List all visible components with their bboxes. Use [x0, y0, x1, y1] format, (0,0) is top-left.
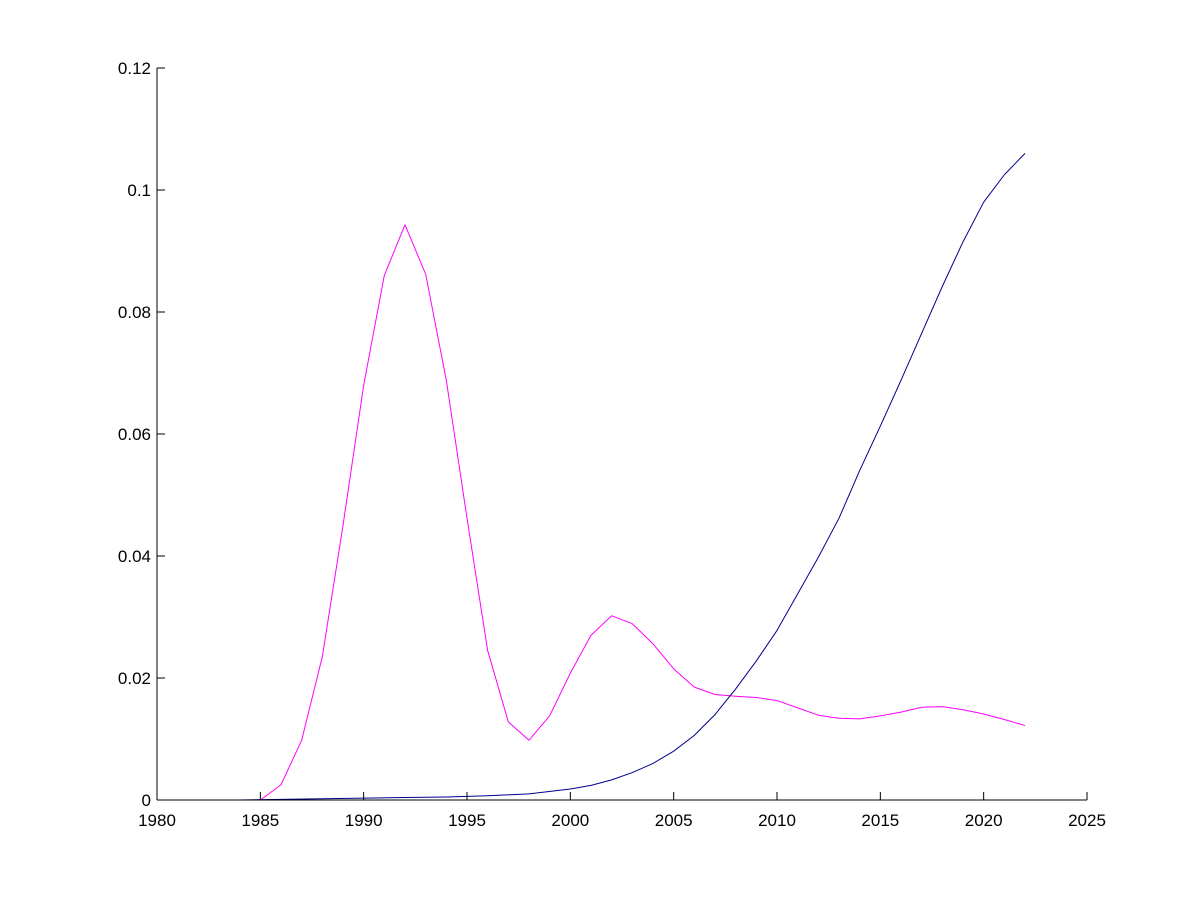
series-line-2	[157, 153, 1026, 801]
x-tick-label: 2020	[965, 811, 1003, 830]
x-tick-label: 1990	[345, 811, 383, 830]
y-tick-label: 0.02	[118, 669, 151, 688]
x-tick-label: 2025	[1068, 811, 1106, 830]
x-tick-label: 2005	[655, 811, 693, 830]
x-tick-label: 1985	[241, 811, 279, 830]
x-tick-label: 1980	[138, 811, 176, 830]
y-tick-label: 0.1	[127, 181, 151, 200]
y-tick-label: 0.12	[118, 59, 151, 78]
series-line-1	[157, 224, 1026, 801]
y-tick-label: 0.06	[118, 425, 151, 444]
y-tick-label: 0	[142, 791, 151, 810]
series-layer	[157, 153, 1026, 801]
x-tick-label: 2015	[861, 811, 899, 830]
y-ticks: 0 0.02 0.04 0.06 0.08 0.1 0.12	[118, 59, 165, 810]
x-tick-label: 2000	[551, 811, 589, 830]
x-tick-label: 2010	[758, 811, 796, 830]
y-tick-label: 0.04	[118, 547, 151, 566]
x-ticks: 1980 1985 1990 1995 2000 2005 2010 2015 2020 2025	[138, 792, 1106, 830]
axes-layer	[156, 68, 1087, 801]
x-tick-label: 1995	[448, 811, 486, 830]
y-tick-label: 0.08	[118, 303, 151, 322]
